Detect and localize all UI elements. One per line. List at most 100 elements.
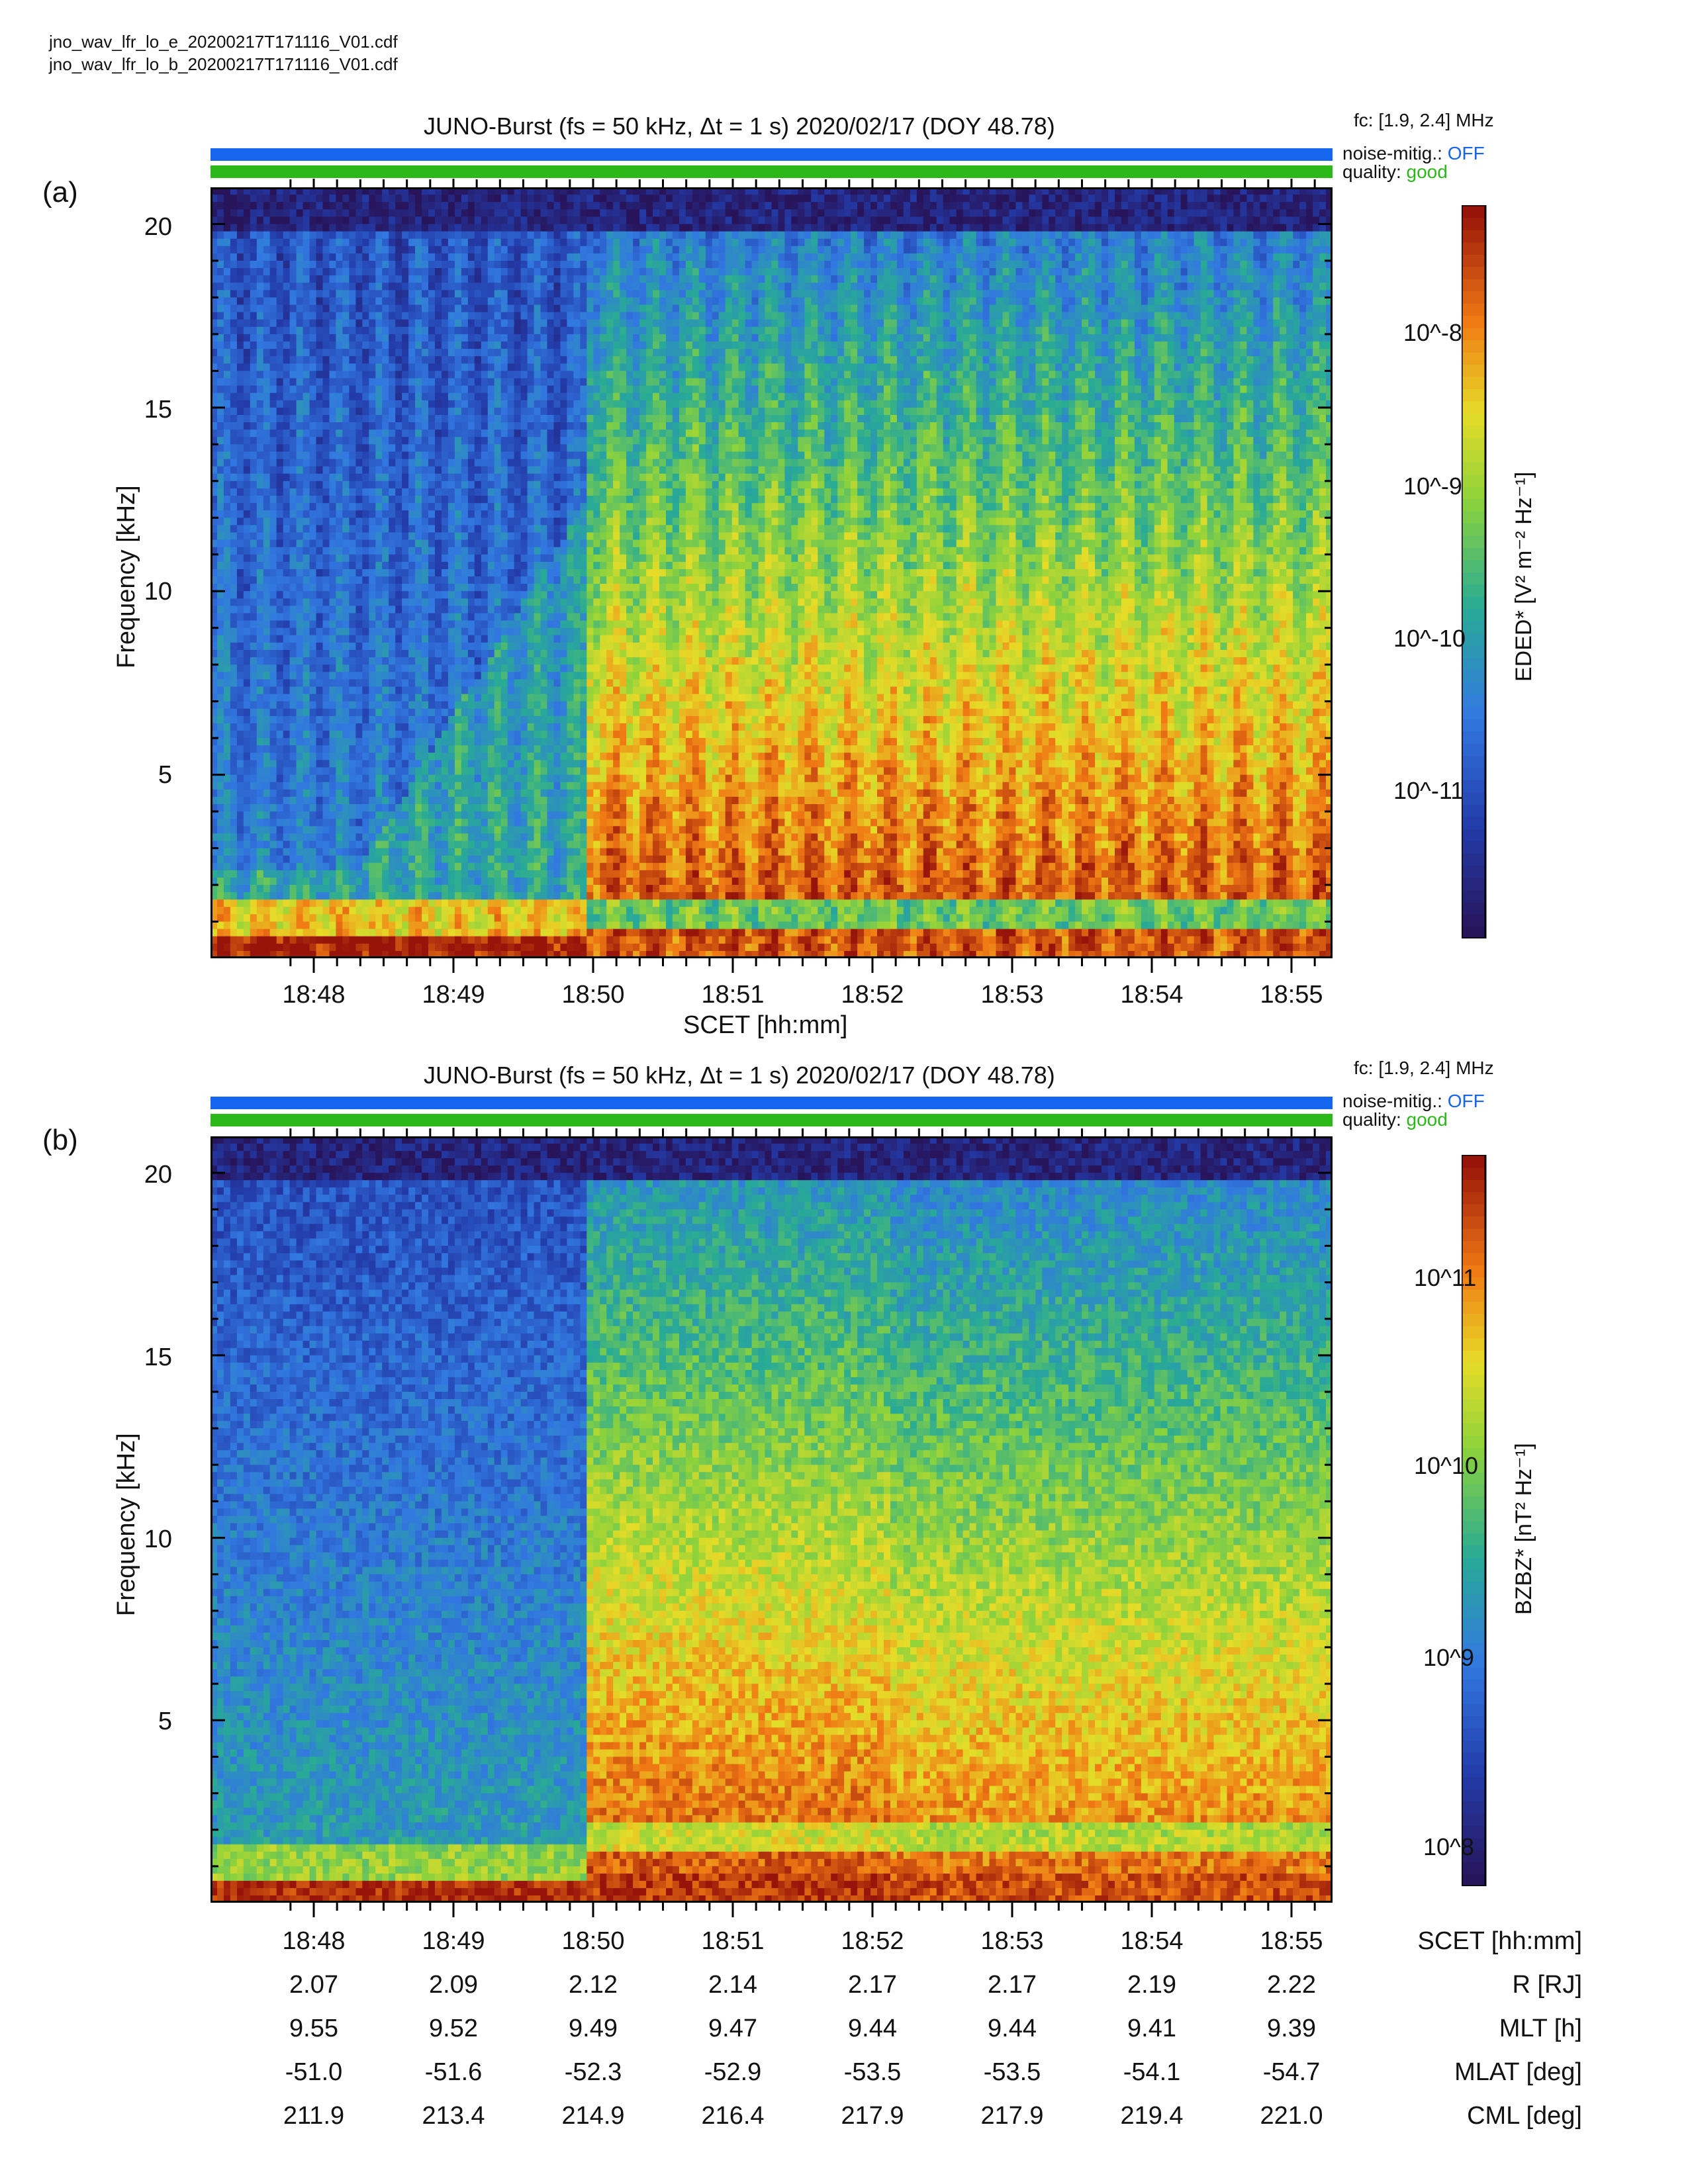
spectrogram-cell bbox=[362, 290, 369, 298]
spectrogram-cell bbox=[336, 767, 343, 776]
spectrogram-cell bbox=[329, 921, 337, 930]
spectrogram-cell bbox=[355, 392, 363, 401]
spectrogram-cell bbox=[263, 811, 271, 819]
spectrogram-cell bbox=[362, 672, 369, 680]
spectrogram-cell bbox=[336, 650, 343, 658]
spectrogram-cell bbox=[322, 796, 330, 805]
spectrogram-cell bbox=[349, 304, 356, 313]
spectrogram-cell bbox=[283, 341, 291, 349]
spectrogram-cell bbox=[309, 731, 317, 739]
spectrogram-cell bbox=[250, 283, 258, 291]
spectrogram-cell bbox=[382, 466, 389, 475]
spectrogram-cell bbox=[303, 878, 310, 886]
spectrogram-cell bbox=[289, 224, 297, 232]
spectrogram-cell bbox=[289, 202, 297, 210]
spectrogram-cell bbox=[349, 407, 356, 416]
spectrogram-cell bbox=[322, 569, 330, 577]
spectrogram-cell bbox=[256, 701, 264, 709]
spectrogram-cell bbox=[329, 518, 337, 525]
spectrogram-cell bbox=[243, 422, 251, 430]
spectrogram-cell bbox=[322, 936, 330, 944]
spectrogram-cell bbox=[283, 672, 291, 680]
spectrogram-cell bbox=[211, 392, 218, 401]
spectrogram-cell bbox=[269, 767, 277, 776]
spectrogram-cell bbox=[289, 584, 297, 592]
spectrogram-cell bbox=[269, 392, 277, 401]
spectrogram-cell bbox=[263, 723, 271, 731]
spectrogram-cell bbox=[289, 422, 297, 430]
spectrogram-cell bbox=[217, 841, 224, 849]
spectrogram-cell bbox=[375, 584, 383, 592]
spectrogram-cell bbox=[355, 319, 363, 328]
spectrogram-cell bbox=[349, 811, 356, 819]
spectrogram-cell bbox=[223, 767, 231, 776]
spectrogram-cell bbox=[243, 246, 251, 254]
spectrogram-cell bbox=[316, 606, 324, 614]
spectrogram-cell bbox=[355, 451, 363, 460]
spectrogram-cell bbox=[276, 363, 284, 371]
spectrogram-cell bbox=[322, 510, 330, 518]
spectrogram-cell bbox=[382, 936, 389, 944]
spectrogram-cell bbox=[256, 950, 264, 958]
spectrogram-cell bbox=[355, 187, 363, 195]
spectrogram-cell bbox=[349, 767, 356, 776]
spectrogram-cell bbox=[369, 569, 376, 577]
spectrogram-cell bbox=[355, 378, 363, 387]
spectrogram-cell bbox=[217, 731, 224, 739]
spectrogram-cell bbox=[223, 833, 231, 842]
spectrogram-cell bbox=[289, 591, 297, 599]
spectrogram-cell bbox=[349, 870, 356, 878]
spectrogram-cell bbox=[256, 312, 264, 320]
spectrogram-cell bbox=[342, 569, 350, 577]
spectrogram-cell bbox=[276, 760, 284, 768]
spectrogram-cell bbox=[223, 862, 231, 871]
spectrogram-cell bbox=[303, 584, 310, 592]
spectrogram-cell bbox=[276, 334, 284, 342]
spectrogram-cell bbox=[375, 738, 383, 746]
spectrogram-cell bbox=[289, 407, 297, 416]
spectrogram-cell bbox=[303, 591, 310, 599]
spectrogram-cell bbox=[349, 488, 356, 496]
spectrogram-cell bbox=[211, 804, 218, 812]
spectrogram-cell bbox=[349, 195, 356, 203]
spectrogram-cell bbox=[283, 466, 291, 475]
spectrogram-cell bbox=[276, 782, 284, 790]
spectrogram-cell bbox=[322, 899, 330, 907]
spectrogram-cell bbox=[243, 539, 251, 548]
spectrogram-cell bbox=[349, 855, 356, 864]
spectrogram-cell bbox=[303, 885, 310, 893]
spectrogram-cell bbox=[289, 510, 297, 518]
spectrogram-cell bbox=[382, 392, 389, 401]
spectrogram-cell bbox=[375, 503, 383, 511]
spectrogram-cell bbox=[336, 437, 343, 445]
spectrogram-cell bbox=[256, 437, 264, 445]
spectrogram-cell bbox=[236, 238, 244, 247]
spectrogram-cell bbox=[256, 554, 264, 563]
spectrogram-cell bbox=[369, 848, 376, 856]
spectrogram-cell bbox=[309, 561, 317, 570]
spectrogram-cell bbox=[303, 701, 310, 709]
spectrogram-cell bbox=[250, 731, 258, 739]
spectrogram-cell bbox=[316, 437, 324, 445]
spectrogram-cell bbox=[289, 525, 297, 533]
spectrogram-cell bbox=[375, 532, 383, 541]
spectrogram-cell bbox=[276, 216, 284, 225]
spectrogram-cell bbox=[223, 246, 231, 254]
spectrogram-cell bbox=[355, 444, 363, 452]
spectrogram-cell bbox=[303, 224, 310, 232]
spectrogram-cell bbox=[369, 826, 376, 834]
spectrogram-cell bbox=[303, 862, 310, 871]
spectrogram-cell bbox=[243, 202, 251, 210]
spectrogram-cell bbox=[243, 349, 251, 357]
spectrogram-cell bbox=[309, 760, 317, 768]
spectrogram-cell bbox=[236, 701, 244, 709]
spectrogram-cell bbox=[296, 782, 304, 790]
spectrogram-cell bbox=[382, 819, 389, 827]
spectrogram-cell bbox=[256, 466, 264, 475]
spectrogram-cell bbox=[256, 224, 264, 232]
spectrogram-cell bbox=[250, 496, 258, 504]
spectrogram-cell bbox=[362, 789, 369, 797]
spectrogram-cell bbox=[309, 686, 317, 695]
spectrogram-cell bbox=[303, 694, 310, 702]
spectrogram-cell bbox=[329, 275, 337, 283]
